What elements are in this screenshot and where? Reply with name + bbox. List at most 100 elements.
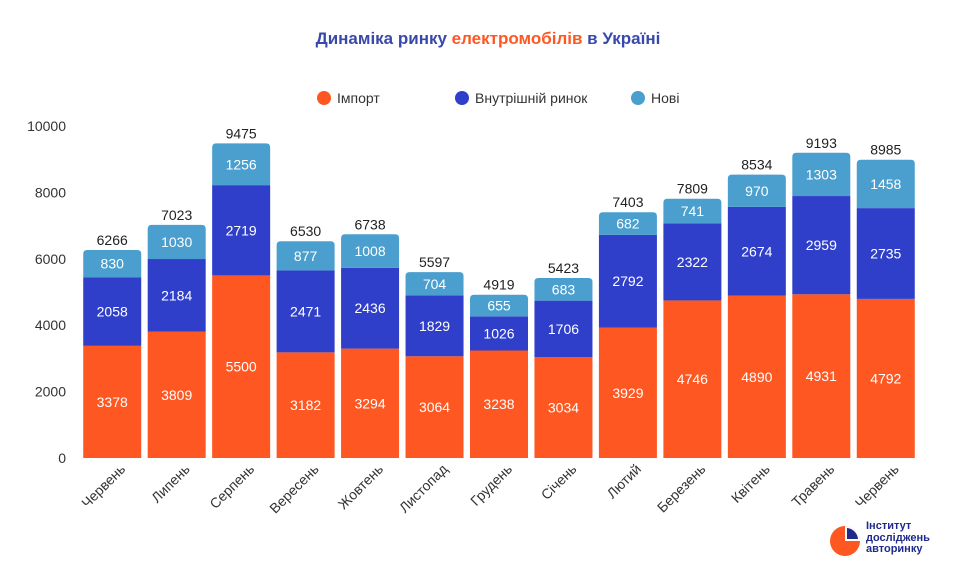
bar-segment <box>212 143 271 186</box>
bar-segment <box>276 241 335 271</box>
bar-value-label: 3929 <box>612 385 643 401</box>
bar-value-label: 1458 <box>870 176 901 192</box>
bar-segment <box>276 270 335 353</box>
bar-total-label: 5597 <box>419 254 450 270</box>
y-axis: 0 2000 4000 6000 8000 10000 <box>27 118 66 466</box>
bar-segment <box>341 348 400 458</box>
bar-total-label: 6530 <box>290 223 321 239</box>
x-tick-label: Травень <box>788 461 837 510</box>
bar-segment <box>405 295 464 357</box>
bars: 3378 2058 830 6266 3809 2184 1030 7023 5500 2719 1… <box>83 125 915 458</box>
bar-segment <box>470 316 528 351</box>
bar-segment <box>147 331 206 458</box>
x-tick-label: Квітень <box>728 461 773 506</box>
bar-value-label: 1706 <box>548 321 579 337</box>
legend-label-0: Імпорт <box>337 90 380 106</box>
bar-segment <box>276 352 335 458</box>
bar-segment <box>856 159 915 209</box>
bar-total-label: 9193 <box>806 135 837 151</box>
bar-value-label: 683 <box>552 281 576 297</box>
bar-value-label: 2674 <box>741 243 772 259</box>
y-tick-label: 4000 <box>35 317 66 333</box>
bar-segment <box>83 345 142 458</box>
bar-value-label: 2792 <box>612 273 643 289</box>
bar-segment <box>147 259 206 332</box>
bar-value-label: 877 <box>294 248 318 264</box>
bar-total-label: 7403 <box>612 194 643 210</box>
bar-segment <box>792 196 851 295</box>
bar-segment <box>83 277 142 346</box>
y-tick-label: 10000 <box>27 118 66 134</box>
bar-segment <box>598 212 657 235</box>
x-tick-label: Липень <box>148 461 193 506</box>
bar-total-label: 6738 <box>354 216 385 232</box>
bar-total-label: 5423 <box>548 260 579 276</box>
x-tick-label: Січень <box>538 461 580 503</box>
legend-marker-1 <box>455 91 469 105</box>
logo-line-1: Інститут <box>866 520 912 532</box>
bar-segment <box>212 185 271 276</box>
bar-value-label: 4931 <box>806 368 837 384</box>
bar-segment <box>534 277 593 301</box>
bar-segment <box>856 208 915 299</box>
title-suffix: в Україні <box>582 29 660 48</box>
bar-value-label: 3294 <box>354 395 385 411</box>
bar-value-label: 655 <box>487 298 511 314</box>
y-tick-label: 6000 <box>35 251 66 267</box>
bar-value-label: 1303 <box>806 166 837 182</box>
bar-value-label: 3809 <box>161 387 192 403</box>
x-tick-label: Червень <box>78 461 128 511</box>
legend-label-1: Внутрішній ринок <box>475 90 588 106</box>
bar-value-label: 2436 <box>354 300 385 316</box>
title-highlight: електромобілів <box>452 29 583 48</box>
bar-value-label: 1829 <box>419 318 450 334</box>
chart-title: Динаміка ринку електромобілів в Україні <box>316 29 661 48</box>
bar-value-label: 1030 <box>161 234 192 250</box>
bar-segment <box>405 356 464 458</box>
bar-total-label: 8534 <box>741 157 772 173</box>
bar-value-label: 2184 <box>161 287 192 303</box>
logo-line-3: авторинку <box>866 543 923 555</box>
bar-total-label: 7023 <box>161 207 192 223</box>
bar-value-label: 2058 <box>97 304 128 320</box>
bar-segment <box>534 357 593 458</box>
title-prefix: Динаміка ринку <box>316 29 452 48</box>
x-axis: Червень Липень Серпень Вересень Жовтень Листо… <box>78 461 902 517</box>
bar-segment <box>792 294 851 458</box>
bar-segment <box>663 300 722 458</box>
bar-segment <box>212 275 271 458</box>
bar-segment <box>792 152 851 197</box>
bar-value-label: 4746 <box>677 371 708 387</box>
bar-segment <box>147 224 206 260</box>
bar-segment <box>405 272 464 296</box>
x-tick-label: Лютий <box>603 461 644 502</box>
institute-logo: Інститут досліджень авторинку <box>826 520 971 561</box>
y-tick-label: 2000 <box>35 384 66 400</box>
x-tick-label: Серпень <box>206 461 257 512</box>
bar-value-label: 3064 <box>419 399 450 415</box>
bar-value-label: 830 <box>101 256 125 272</box>
bar-segment <box>83 249 142 278</box>
bar-segment <box>470 294 528 317</box>
bar-total-label: 4919 <box>483 277 514 293</box>
bar-segment <box>341 267 400 349</box>
bar-segment <box>470 350 528 458</box>
bar-segment <box>727 206 786 296</box>
bar-value-label: 1008 <box>354 243 385 259</box>
bar-total-label: 8985 <box>870 142 901 158</box>
bar-value-label: 4890 <box>741 369 772 385</box>
bar-segment <box>534 300 593 358</box>
x-tick-label: Червень <box>852 461 902 511</box>
bar-segment <box>663 223 722 301</box>
y-tick-label: 0 <box>58 450 66 466</box>
bar-value-label: 3182 <box>290 397 321 413</box>
bar-value-label: 4792 <box>870 370 901 386</box>
x-tick-label: Жовтень <box>335 461 386 512</box>
legend-marker-2 <box>631 91 645 105</box>
bar-value-label: 2719 <box>226 222 257 238</box>
y-tick-label: 8000 <box>35 184 66 200</box>
bar-value-label: 2959 <box>806 237 837 253</box>
bar-value-label: 3378 <box>97 394 128 410</box>
bar-value-label: 5500 <box>226 359 257 375</box>
